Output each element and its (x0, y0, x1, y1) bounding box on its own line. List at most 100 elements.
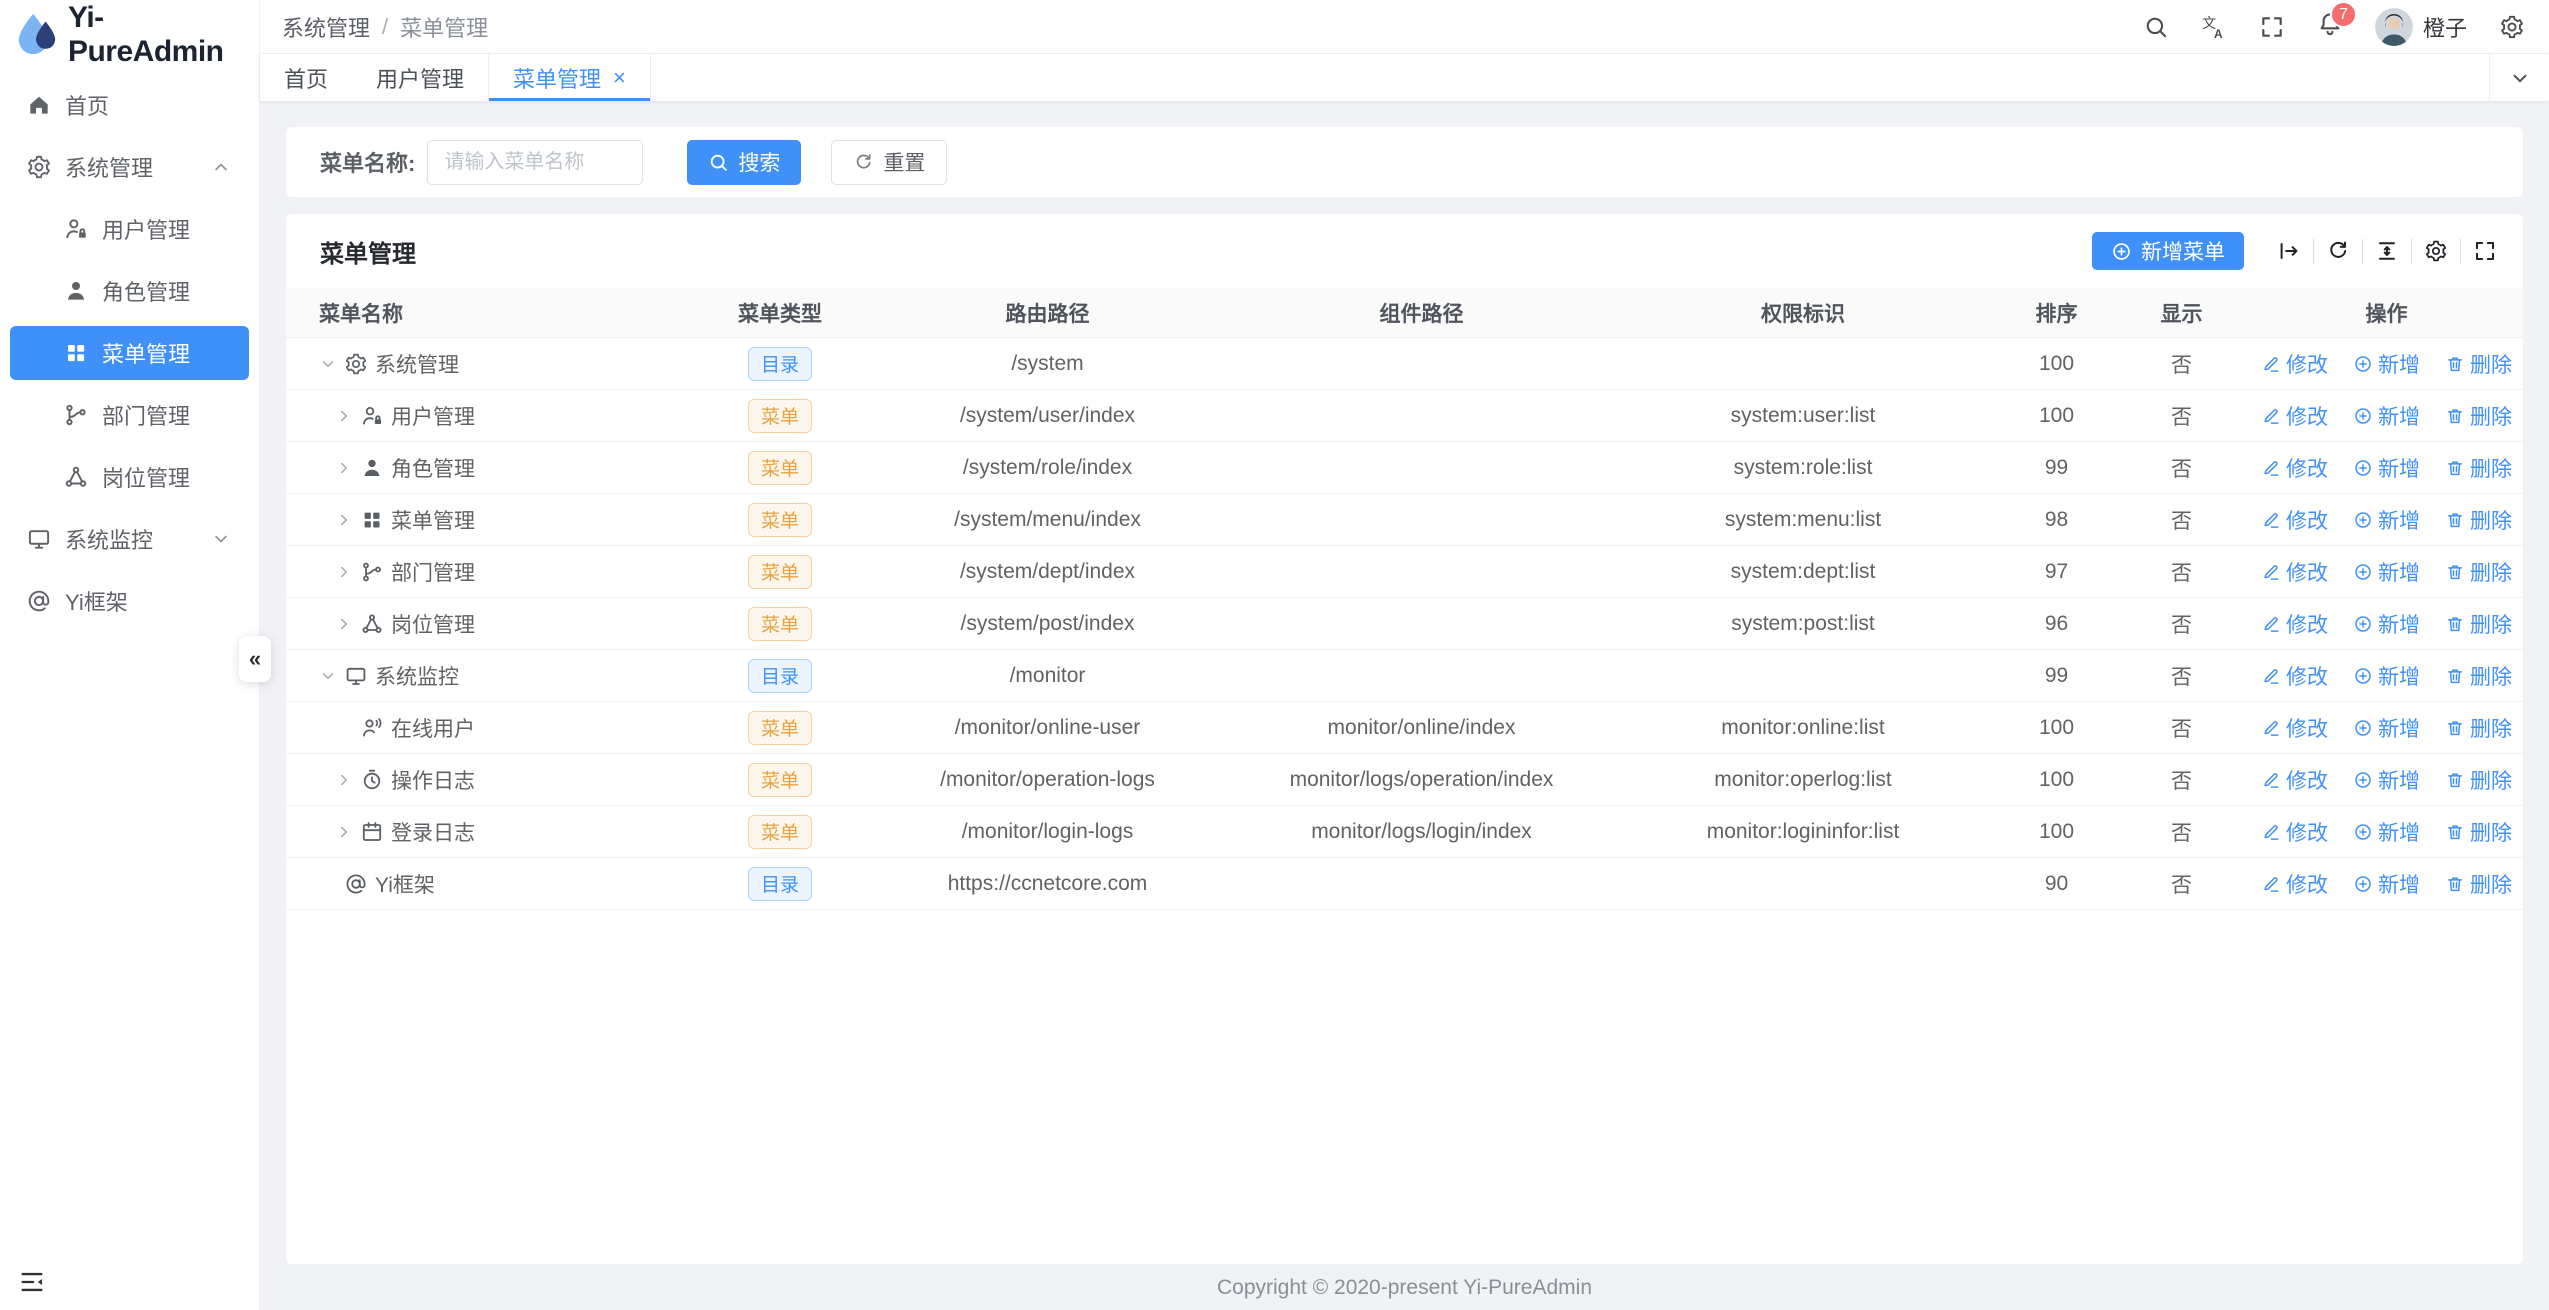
row-delete-link[interactable]: 删除 (2445, 609, 2512, 639)
oplog-icon (360, 768, 384, 792)
row-add-link[interactable]: 新增 (2353, 713, 2420, 743)
edit-pen-icon (2261, 666, 2281, 686)
sidebar-item[interactable]: 系统管理 (10, 140, 249, 194)
route-cell: /monitor/login-logs (961, 819, 1134, 843)
row-expand-icon[interactable] (335, 771, 360, 789)
row-delete-link[interactable]: 删除 (2445, 713, 2512, 743)
breadcrumb-item[interactable]: 系统管理 (282, 15, 371, 41)
row-delete-link[interactable]: 删除 (2445, 869, 2512, 899)
row-add-link[interactable]: 新增 (2353, 765, 2420, 795)
sidebar-item-label: 系统管理 (65, 156, 154, 181)
row-edit-link[interactable]: 修改 (2261, 609, 2328, 639)
row-delete-link[interactable]: 删除 (2445, 453, 2512, 483)
menu-type-cell: 菜单 (700, 762, 860, 797)
row-edit-link-label: 修改 (2286, 509, 2328, 533)
user-lock-icon (360, 404, 384, 428)
sidebar-item[interactable]: 用户管理 (10, 202, 249, 256)
tab[interactable]: 菜单管理 × (488, 54, 651, 101)
row-delete-link[interactable]: 删除 (2445, 557, 2512, 587)
row-add-link[interactable]: 新增 (2353, 401, 2420, 431)
row-add-link[interactable]: 新增 (2353, 869, 2420, 899)
expand-all-icon (2277, 239, 2301, 263)
tabs-dropdown-button[interactable] (2489, 54, 2549, 101)
row-edit-link-label: 修改 (2286, 561, 2328, 585)
tab-close-icon[interactable]: × (613, 64, 626, 90)
row-edit-link[interactable]: 修改 (2261, 765, 2328, 795)
row-expand-icon[interactable] (335, 511, 360, 529)
row-delete-link-label: 删除 (2470, 509, 2512, 533)
column-header: 路由路径 (1005, 302, 1090, 326)
sidebar-item[interactable]: 首页 (10, 78, 249, 132)
menu-name-cell: 岗位管理 (286, 609, 700, 639)
sidebar-collapse-button[interactable]: « (239, 636, 271, 682)
row-edit-link[interactable]: 修改 (2261, 661, 2328, 691)
row-add-link-label: 新增 (2378, 769, 2420, 793)
row-edit-link[interactable]: 修改 (2261, 713, 2328, 743)
row-add-link[interactable]: 新增 (2353, 609, 2420, 639)
row-expand-icon[interactable] (335, 459, 360, 477)
row-delete-link[interactable]: 删除 (2445, 505, 2512, 535)
menu-fold-icon[interactable] (18, 1268, 46, 1296)
sidebar-item[interactable]: Yi框架 (10, 574, 249, 628)
menu-name-input[interactable] (427, 139, 644, 185)
row-edit-link[interactable]: 修改 (2261, 349, 2328, 379)
table-row: 岗位管理 菜单/system/post/index system:post:list… (286, 598, 2523, 650)
plus-circle-icon (2353, 822, 2373, 842)
sidebar-item[interactable]: 部门管理 (10, 388, 249, 442)
row-expand-icon[interactable] (335, 563, 360, 581)
sidebar-item-label: 部门管理 (102, 404, 191, 429)
monitor-icon (344, 664, 368, 688)
row-add-link[interactable]: 新增 (2353, 505, 2420, 535)
row-expand-icon[interactable] (335, 407, 360, 425)
row-edit-link[interactable]: 修改 (2261, 505, 2328, 535)
sidebar-item[interactable]: 岗位管理 (10, 450, 249, 504)
refresh-tool-button[interactable] (2313, 238, 2362, 264)
row-expand-icon[interactable] (335, 823, 360, 841)
row-add-link[interactable]: 新增 (2353, 661, 2420, 691)
search-button[interactable]: 搜索 (687, 139, 802, 185)
table-actions: 新增菜单 (2092, 232, 2509, 270)
sort-cell: 98 (2044, 507, 2069, 531)
row-edit-link[interactable]: 修改 (2261, 817, 2328, 847)
density-tool-button[interactable] (2362, 238, 2411, 264)
fullscreen-tool-button[interactable] (2460, 238, 2509, 264)
row-edit-link[interactable]: 修改 (2261, 453, 2328, 483)
row-delete-link[interactable]: 删除 (2445, 401, 2512, 431)
reset-button[interactable]: 重置 (831, 139, 948, 185)
edit-pen-icon (2261, 562, 2281, 582)
settings-icon[interactable] (2499, 14, 2525, 40)
menu-type-cell: 目录 (700, 346, 860, 381)
add-menu-button[interactable]: 新增菜单 (2092, 232, 2244, 270)
trash-icon (2445, 562, 2465, 582)
row-add-link[interactable]: 新增 (2353, 817, 2420, 847)
expand-all-tool-button[interactable] (2264, 239, 2313, 264)
sidebar-item[interactable]: 系统监控 (10, 512, 249, 566)
tab[interactable]: 用户管理 (352, 54, 488, 101)
user-menu[interactable]: 橙子 (2374, 7, 2467, 46)
row-add-link[interactable]: 新增 (2353, 349, 2420, 379)
notifications-button[interactable]: 7 (2317, 1, 2357, 42)
row-edit-link[interactable]: 修改 (2261, 557, 2328, 587)
sidebar-item[interactable]: 菜单管理 (10, 326, 249, 380)
row-expand-icon[interactable] (335, 615, 360, 633)
permission-cell: monitor:operlog:list (1714, 767, 1892, 791)
row-delete-link[interactable]: 删除 (2445, 661, 2512, 691)
menu-name-text: 角色管理 (391, 457, 475, 481)
sort-cell: 97 (2044, 559, 2069, 583)
row-delete-link[interactable]: 删除 (2445, 349, 2512, 379)
search-icon[interactable] (2143, 14, 2169, 40)
row-delete-link[interactable]: 删除 (2445, 765, 2512, 795)
tab[interactable]: 首页 (260, 54, 352, 101)
row-expand-icon[interactable] (319, 355, 344, 373)
plus-circle-icon (2111, 241, 2132, 262)
sidebar-item[interactable]: 角色管理 (10, 264, 249, 318)
row-edit-link[interactable]: 修改 (2261, 869, 2328, 899)
row-add-link[interactable]: 新增 (2353, 453, 2420, 483)
row-delete-link[interactable]: 删除 (2445, 817, 2512, 847)
row-add-link[interactable]: 新增 (2353, 557, 2420, 587)
row-edit-link[interactable]: 修改 (2261, 401, 2328, 431)
row-expand-icon[interactable] (319, 667, 344, 685)
gear-tool-button[interactable] (2411, 238, 2460, 264)
fullscreen-icon[interactable] (2259, 14, 2285, 40)
